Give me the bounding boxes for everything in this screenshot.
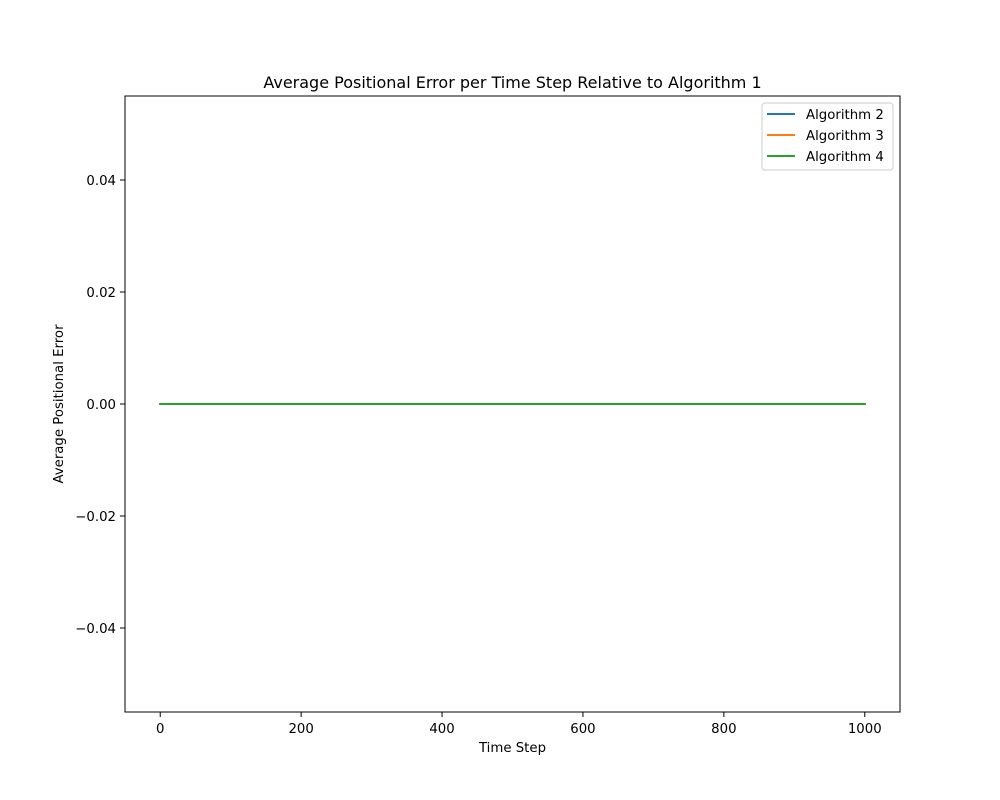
legend-label: Algorithm 2	[806, 108, 884, 123]
chart-title: Average Positional Error per Time Step R…	[263, 73, 761, 92]
legend-box	[761, 102, 894, 171]
x-tick-label: 200	[288, 722, 313, 737]
legend-label: Algorithm 4	[806, 150, 884, 165]
y-tick-label: 0.02	[86, 286, 116, 301]
x-axis-label: Time Step	[478, 741, 546, 756]
legend: Algorithm 2 Algorithm 3 Algorithm 4	[761, 102, 894, 171]
x-tick-label: 1000	[848, 722, 882, 737]
y-axis-ticks: −0.04 −0.02 0.00 0.02 0.04	[75, 174, 125, 637]
y-tick-label: −0.02	[75, 510, 116, 525]
x-tick-label: 600	[570, 722, 595, 737]
y-tick-label: −0.04	[75, 622, 116, 637]
y-tick-label: 0.04	[86, 174, 116, 189]
y-tick-label: 0.00	[86, 398, 116, 413]
y-axis-label: Average Positional Error	[52, 324, 67, 484]
x-tick-label: 0	[156, 722, 164, 737]
legend-label: Algorithm 3	[806, 129, 884, 144]
x-tick-label: 400	[429, 722, 454, 737]
x-tick-label: 800	[711, 722, 736, 737]
x-axis-ticks: 0 200 400 600 800 1000	[156, 712, 882, 737]
